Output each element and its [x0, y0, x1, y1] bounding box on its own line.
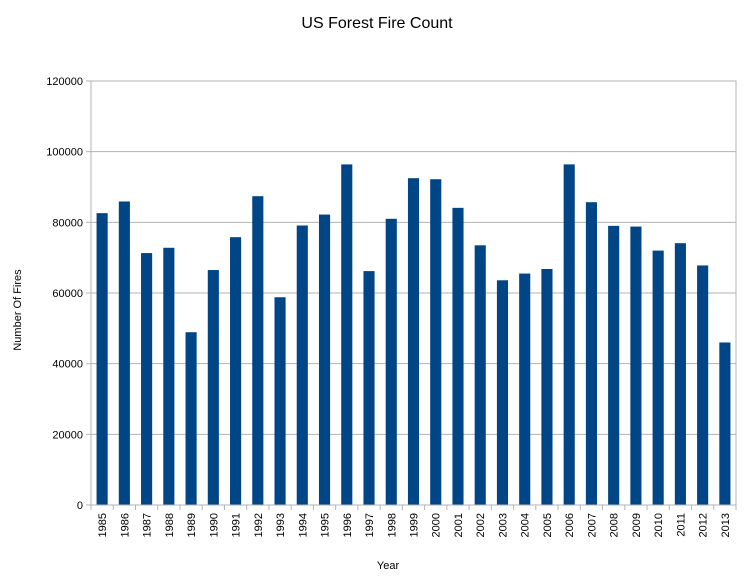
bar-1997: [363, 271, 375, 505]
bar-2003: [496, 280, 509, 505]
bar-1995: [318, 214, 331, 505]
x-tick-label: 1985: [97, 513, 109, 537]
y-tick-label: 20000: [52, 429, 83, 441]
x-tick-label: 2004: [520, 513, 532, 537]
x-tick-label: 1997: [364, 513, 376, 537]
x-tick-label: 1991: [231, 513, 243, 537]
y-tick-label: 80000: [52, 217, 83, 229]
bar-1992: [252, 196, 264, 506]
y-tick-label: 40000: [52, 359, 83, 371]
x-axis-ticks: 1985 1986 1987 1988 1989 1990 1991 1992 1993 1994…: [90, 505, 737, 537]
bars: [96, 164, 731, 506]
bar-2008: [608, 225, 620, 505]
x-tick-label: 2005: [542, 513, 554, 537]
x-tick-label: 1989: [186, 513, 198, 537]
bar-2006: [563, 164, 575, 506]
x-tick-label: 1993: [275, 513, 287, 537]
bar-1999: [407, 178, 420, 505]
bar-2002: [474, 245, 486, 506]
bar-2009: [630, 226, 642, 505]
bar-2000: [430, 179, 442, 505]
y-axis-ticks: 0 20000 40000 60000 80000 100000 120000: [46, 76, 91, 512]
bar-2005: [541, 268, 553, 505]
x-tick-label: 2006: [564, 513, 576, 537]
x-tick-label: 2008: [609, 513, 621, 537]
x-tick-label: 1988: [164, 513, 176, 537]
bar-1993: [274, 297, 286, 505]
bar-2012: [697, 265, 709, 505]
x-tick-label: 2007: [586, 513, 598, 537]
bar-2010: [652, 250, 664, 505]
bar-2013: [719, 342, 731, 505]
x-tick-label: 1987: [142, 513, 154, 537]
x-axis-label: Year: [377, 560, 400, 572]
bar-2004: [519, 273, 531, 505]
x-tick-label: 2002: [475, 513, 487, 537]
bar-1991: [230, 237, 242, 505]
x-tick-label: 2000: [431, 513, 443, 537]
chart-title: US Forest Fire Count: [301, 15, 453, 32]
x-tick-label: 1994: [297, 513, 309, 537]
x-tick-label: 2009: [631, 513, 643, 537]
x-tick-label: 2012: [698, 513, 710, 537]
x-tick-label: 2010: [653, 513, 665, 537]
plot-area-frame: [90, 80, 737, 506]
y-tick-label: 100000: [46, 147, 83, 159]
bar-2011: [674, 243, 686, 505]
bar-1989: [185, 332, 197, 505]
x-tick-label: 2001: [453, 513, 465, 537]
x-tick-label: 1990: [208, 513, 220, 537]
bar-2007: [585, 202, 597, 505]
x-tick-label: 1992: [253, 513, 265, 537]
bar-1987: [141, 253, 153, 505]
x-tick-label: 1996: [342, 513, 354, 537]
bar-1986: [118, 201, 130, 505]
bar-1990: [207, 270, 219, 505]
x-tick-label: 2013: [720, 513, 732, 537]
bar-1985: [96, 213, 108, 505]
y-axis-label: Number Of Fires: [12, 269, 24, 351]
x-tick-label: 1995: [320, 513, 332, 537]
y-tick-label: 120000: [46, 76, 83, 88]
bar-1998: [385, 218, 397, 506]
x-tick-label: 2011: [675, 513, 687, 537]
bar-1994: [296, 225, 308, 505]
x-tick-label: 1998: [386, 513, 398, 537]
bar-1988: [163, 247, 175, 506]
x-tick-label: 1986: [119, 513, 131, 537]
y-tick-label: 0: [77, 500, 83, 512]
x-tick-label: 2003: [497, 513, 509, 537]
y-tick-label: 60000: [52, 288, 83, 300]
bar-2001: [452, 207, 464, 505]
bar-1996: [341, 164, 353, 506]
x-tick-label: 1999: [409, 513, 421, 537]
